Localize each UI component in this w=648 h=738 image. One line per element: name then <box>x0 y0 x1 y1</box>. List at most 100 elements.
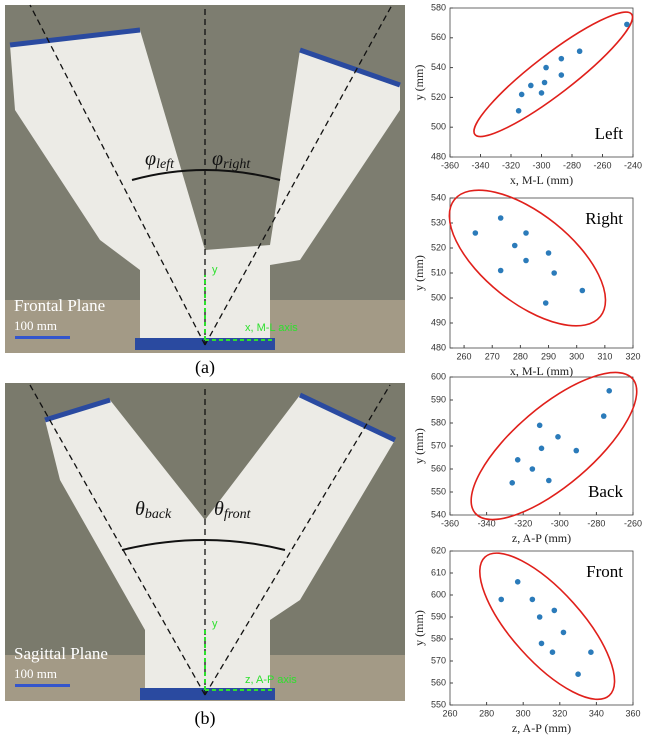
data-point <box>559 72 565 78</box>
x-tick-label: -260 <box>593 160 611 170</box>
y-tick-label: 520 <box>431 92 446 102</box>
x-tick-label: 270 <box>485 351 500 361</box>
x-tick-label: 360 <box>625 708 640 718</box>
data-point <box>552 608 558 614</box>
y-tick-label: 570 <box>431 440 446 450</box>
y-axis-label: y (mm) <box>412 255 426 291</box>
x-tick-label: 290 <box>541 351 556 361</box>
x-tick-label: -320 <box>514 518 532 528</box>
data-point <box>555 434 561 440</box>
angle-symbol: θ <box>214 498 224 520</box>
axis-label: y <box>212 264 218 276</box>
annotation: Front <box>586 562 623 581</box>
x-tick-label: 340 <box>589 708 604 718</box>
x-tick-label: 310 <box>597 351 612 361</box>
data-point <box>573 448 579 454</box>
data-point <box>519 92 525 98</box>
y-tick-label: 620 <box>431 545 446 555</box>
data-point <box>561 630 567 636</box>
y-tick-label: 580 <box>431 2 446 12</box>
data-point <box>577 48 583 54</box>
y-tick-label: 480 <box>431 342 446 352</box>
y-tick-label: 610 <box>431 567 446 577</box>
y-tick-label: 500 <box>431 292 446 302</box>
plane-label: Sagittal Plane <box>14 644 108 663</box>
y-tick-label: 520 <box>431 242 446 252</box>
y-tick-label: 540 <box>431 509 446 519</box>
data-point <box>543 300 549 306</box>
y-tick-label: 550 <box>431 486 446 496</box>
data-point <box>539 641 545 647</box>
x-axis-label: z, A-P (mm) <box>512 721 571 735</box>
panel-label: (b) <box>195 708 216 729</box>
data-point <box>606 388 612 394</box>
data-point <box>542 80 548 86</box>
angle-subscript: right <box>223 157 251 172</box>
x-tick-label: 320 <box>625 351 640 361</box>
data-point <box>588 649 594 655</box>
data-point <box>543 65 549 71</box>
y-axis-label: y (mm) <box>412 428 426 464</box>
x-tick-label: -280 <box>563 160 581 170</box>
x-tick-label: -360 <box>441 160 459 170</box>
data-point <box>528 83 534 89</box>
y-tick-label: 540 <box>431 192 446 202</box>
angle-subscript: left <box>156 157 175 172</box>
data-point <box>537 614 543 620</box>
y-tick-label: 540 <box>431 62 446 72</box>
y-tick-label: 600 <box>431 371 446 381</box>
y-tick-label: 590 <box>431 394 446 404</box>
data-point <box>515 457 521 463</box>
data-point <box>539 90 545 96</box>
plane-label: Frontal Plane <box>14 296 105 315</box>
y-tick-label: 580 <box>431 633 446 643</box>
y-tick-label: 560 <box>431 463 446 473</box>
scale-label: 100 mm <box>14 318 57 333</box>
data-point <box>516 108 522 114</box>
y-tick-label: 600 <box>431 589 446 599</box>
x-tick-label: 300 <box>569 351 584 361</box>
angle-subscript: front <box>224 507 252 522</box>
data-point <box>537 423 543 429</box>
y-axis-label: y (mm) <box>412 610 426 646</box>
data-point <box>550 649 556 655</box>
angle-symbol: φ <box>145 148 156 170</box>
axis-label: y <box>212 618 218 630</box>
data-point <box>559 56 565 62</box>
data-point <box>509 480 515 486</box>
data-point <box>523 258 529 264</box>
data-point <box>601 413 607 419</box>
x-tick-label: -300 <box>532 160 550 170</box>
data-point <box>498 215 504 221</box>
y-tick-label: 570 <box>431 655 446 665</box>
x-tick-label: -300 <box>551 518 569 528</box>
y-tick-label: 510 <box>431 267 446 277</box>
y-tick-label: 480 <box>431 151 446 161</box>
data-point <box>498 597 504 603</box>
x-axis-label: x, M-L (mm) <box>510 173 573 187</box>
x-axis-label: x, M-L (mm) <box>510 364 573 378</box>
data-point <box>473 230 479 236</box>
x-tick-label: -240 <box>624 160 642 170</box>
angle-symbol: θ <box>135 498 145 520</box>
y-tick-label: 550 <box>431 699 446 709</box>
x-tick-label: -320 <box>502 160 520 170</box>
scale-label: 100 mm <box>14 666 57 681</box>
x-tick-label: 280 <box>513 351 528 361</box>
x-tick-label: -360 <box>441 518 459 528</box>
data-point <box>575 671 581 677</box>
y-tick-label: 530 <box>431 217 446 227</box>
data-point <box>624 22 630 28</box>
annotation: Back <box>588 482 623 501</box>
axis-label: z, A-P axis <box>245 674 297 686</box>
x-tick-label: -340 <box>471 160 489 170</box>
data-point <box>546 250 552 256</box>
y-tick-label: 490 <box>431 317 446 327</box>
angle-subscript: back <box>145 507 172 522</box>
x-tick-label: 280 <box>479 708 494 718</box>
x-tick-label: 260 <box>442 708 457 718</box>
data-point <box>580 288 586 294</box>
figure: Frontal Plane 100 mm y x, M-L axis φleft… <box>0 0 648 738</box>
y-axis-label: y (mm) <box>412 65 426 101</box>
y-tick-label: 590 <box>431 611 446 621</box>
